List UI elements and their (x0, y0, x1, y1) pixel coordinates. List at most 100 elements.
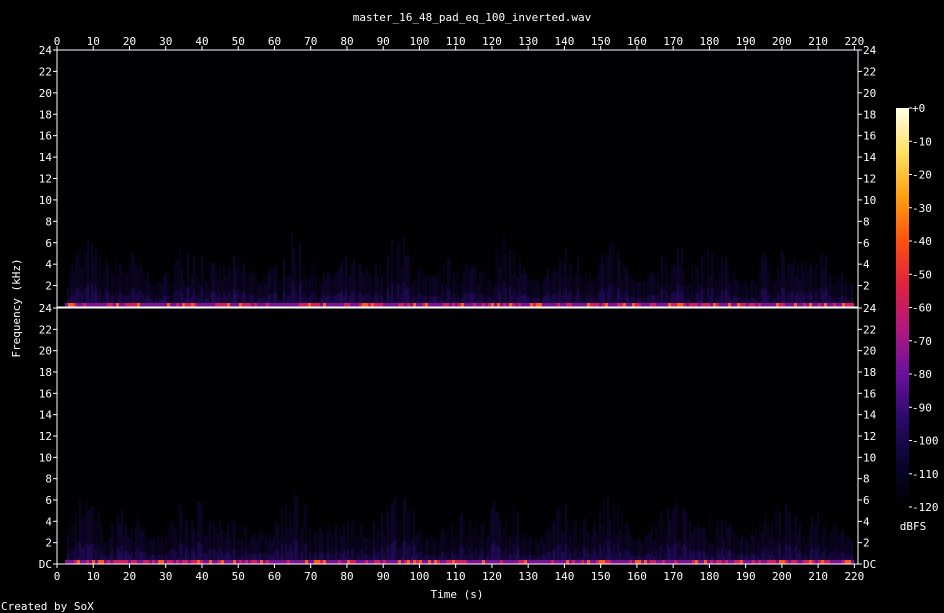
energy-column-low (849, 298, 851, 307)
energy-column-low (277, 550, 279, 564)
energy-column-low (159, 298, 161, 307)
energy-column-low (767, 295, 769, 307)
energy-column-low (409, 290, 411, 307)
energy-column (285, 504, 287, 564)
energy-column-low (333, 296, 335, 307)
energy-column (649, 271, 651, 307)
energy-band-low (563, 303, 566, 307)
energy-column (757, 276, 759, 307)
energy-band-low (587, 303, 590, 307)
energy-column (455, 281, 457, 307)
energy-column (501, 244, 503, 307)
energy-column (775, 510, 777, 564)
energy-column (105, 258, 107, 307)
energy-column-low (361, 294, 363, 307)
energy-column (175, 259, 177, 307)
energy-column (419, 268, 421, 307)
energy-column (393, 277, 395, 307)
energy-band-low (554, 303, 557, 307)
x-tick-label-top: 60 (268, 35, 281, 48)
energy-band-low (116, 303, 119, 307)
energy-band-low (710, 303, 713, 307)
energy-column (131, 252, 133, 307)
energy-column (623, 534, 625, 564)
energy-column-low (429, 554, 431, 564)
energy-column (319, 525, 321, 564)
y-tick-label-left: 4 (45, 258, 52, 271)
energy-column-low (179, 286, 181, 307)
energy-column (405, 256, 407, 307)
energy-band-low (299, 303, 302, 307)
energy-column (413, 278, 415, 307)
energy-band-low (743, 303, 746, 307)
energy-column (649, 533, 651, 564)
energy-column-low (269, 294, 271, 307)
energy-band-low (293, 560, 296, 564)
energy-column (785, 278, 787, 307)
energy-band-low (101, 303, 104, 307)
colorbar-tick-label: -40 (912, 235, 932, 248)
energy-band-low (740, 303, 743, 307)
energy-band-low (518, 560, 521, 564)
energy-column-low (213, 291, 215, 307)
energy-column-low (215, 293, 217, 307)
energy-column-low (255, 295, 257, 307)
energy-column (753, 536, 755, 564)
energy-band-low (302, 560, 305, 564)
energy-column (123, 271, 125, 307)
energy-column (135, 264, 137, 307)
energy-column (513, 506, 515, 564)
energy-band-low (161, 560, 164, 564)
energy-band-low (65, 560, 68, 564)
energy-column-low (175, 290, 177, 307)
energy-band-low (701, 303, 704, 307)
energy-column (803, 271, 805, 307)
energy-column-low (681, 286, 683, 307)
energy-column (321, 531, 323, 564)
energy-column (627, 526, 629, 564)
y-tick-label-left: 24 (39, 44, 53, 57)
energy-column-low (561, 552, 563, 564)
energy-band-low (305, 560, 308, 564)
energy-column-low (517, 546, 519, 564)
energy-band-low (719, 560, 722, 564)
energy-band-low (398, 560, 401, 564)
energy-column-low (651, 550, 653, 564)
energy-column-low (113, 554, 115, 564)
energy-band-low (179, 560, 182, 564)
energy-column (255, 273, 257, 307)
energy-column (341, 536, 343, 564)
energy-column (471, 265, 473, 307)
energy-column-low (655, 297, 657, 307)
energy-column-low (275, 549, 277, 564)
energy-column-low (121, 293, 123, 307)
energy-column-low (273, 293, 275, 307)
energy-column (215, 268, 217, 307)
energy-column (803, 535, 805, 564)
energy-column-low (545, 296, 547, 307)
energy-column-low (623, 291, 625, 307)
energy-column (797, 533, 799, 564)
energy-band-low (431, 560, 434, 564)
energy-band-low (509, 303, 512, 307)
energy-column-low (235, 292, 237, 307)
energy-column (313, 531, 315, 564)
energy-band-low (101, 560, 104, 564)
energy-column-low (791, 292, 793, 307)
energy-column-low (533, 297, 535, 307)
energy-column (331, 534, 333, 564)
energy-column (251, 535, 253, 564)
energy-column-low (727, 551, 729, 564)
energy-band-low (677, 303, 680, 307)
energy-band-low (128, 560, 131, 564)
energy-column-low (235, 549, 237, 564)
energy-band-low (134, 560, 137, 564)
energy-band-low (500, 303, 503, 307)
y-tick-label-right: 24 (863, 302, 877, 315)
energy-band-low (794, 560, 797, 564)
energy-column (373, 522, 375, 564)
energy-band-low (257, 303, 260, 307)
energy-column (245, 272, 247, 307)
energy-column (373, 273, 375, 307)
energy-column (731, 282, 733, 307)
